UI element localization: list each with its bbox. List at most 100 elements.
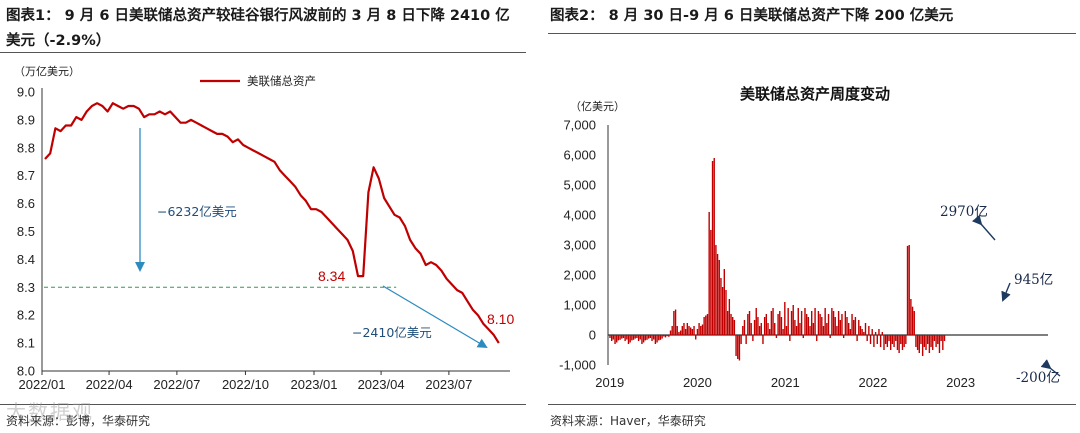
bar: [841, 314, 843, 335]
bar: [920, 335, 922, 344]
bar: [910, 299, 912, 335]
bar: [664, 335, 667, 338]
bar: [673, 311, 675, 335]
bar: [873, 335, 875, 347]
legend-label: 美联储总资产: [247, 74, 316, 88]
bar: [930, 335, 932, 347]
bar: [770, 311, 773, 335]
y-tick-label: 9.0: [17, 85, 35, 100]
bar: [629, 335, 631, 343]
y-tick-label: 5,000: [563, 178, 596, 193]
bar: [732, 317, 734, 335]
bar: [656, 335, 658, 343]
bar: [797, 308, 799, 335]
bar: [695, 335, 697, 340]
bar: [710, 230, 712, 335]
bar: [758, 326, 761, 335]
bar: [868, 326, 870, 335]
bar: [654, 335, 657, 344]
y-tick-label: 4,000: [563, 208, 596, 223]
bar: [836, 326, 838, 335]
svb-drop-arrow: [382, 285, 488, 349]
bar: [898, 335, 900, 353]
bar: [799, 323, 801, 335]
bar: [871, 329, 873, 335]
bar: [853, 320, 855, 335]
bar: [760, 323, 762, 335]
latest-label: -200亿: [1016, 370, 1060, 386]
bar: [619, 335, 621, 340]
bar: [913, 311, 915, 335]
figure1-source: 资料来源：彭博，华泰研究: [6, 414, 151, 428]
bar: [679, 330, 682, 335]
bar: [775, 335, 778, 338]
bar: [842, 335, 845, 338]
y-tick-label: 0: [589, 328, 596, 343]
bar: [896, 335, 899, 350]
bar: [790, 311, 793, 335]
bar: [768, 329, 771, 335]
bar: [691, 329, 694, 335]
bar: [851, 314, 853, 335]
bar: [849, 329, 852, 335]
bar: [839, 320, 841, 335]
bar: [859, 326, 862, 335]
y-tick-label: 8.9: [17, 112, 35, 127]
bar: [943, 335, 946, 341]
bar: [785, 326, 788, 335]
bar: [789, 335, 791, 341]
bar: [634, 335, 636, 339]
bar: [668, 335, 670, 337]
bar: [794, 320, 796, 335]
figure2-source: 资料来源：Haver，华泰研究: [550, 414, 706, 428]
bar: [688, 326, 690, 335]
bar: [622, 335, 625, 338]
peak-arrow: [971, 214, 996, 241]
bar: [721, 287, 724, 335]
bar: [888, 335, 890, 341]
bar: [787, 308, 789, 335]
bar: [661, 335, 663, 339]
x-tick-label: 2023/01: [291, 377, 338, 392]
source-rule: [548, 404, 1076, 405]
watermark-text: 大数据观: [6, 400, 94, 424]
y-tick-label: 8.7: [17, 168, 35, 183]
y-tick-label: 8.0: [17, 364, 35, 379]
y-tick-label: 2,000: [563, 268, 596, 283]
bar: [737, 335, 739, 359]
bar: [935, 335, 937, 347]
bar: [762, 335, 764, 344]
bar: [651, 335, 653, 341]
bar: [824, 308, 826, 335]
bar-chart: 美联储总资产周度变动 （亿美元） -1,000 0 1,000 2,000 3,000 4,0…: [559, 85, 1061, 390]
bar: [925, 335, 927, 350]
chart-title: 美联储总资产周度变动: [740, 85, 890, 103]
bar: [932, 335, 934, 350]
bar: [915, 335, 917, 347]
bar: [864, 323, 867, 335]
bar: [802, 335, 805, 338]
bar: [698, 323, 700, 335]
bar: [795, 326, 798, 335]
bar: [686, 323, 689, 335]
bar: [730, 314, 732, 335]
bar: [800, 311, 803, 335]
bar: [713, 158, 715, 335]
bar: [937, 335, 939, 344]
bar: [725, 290, 727, 335]
bar: [684, 329, 687, 335]
latest-value-label: 8.10: [487, 311, 514, 327]
bar: [874, 332, 877, 335]
bar: [918, 335, 920, 353]
x-tick-label: 2023/04: [358, 377, 405, 392]
bar: [774, 323, 776, 335]
y-tick-label: 8.4: [17, 252, 35, 267]
bar: [854, 317, 857, 335]
bar: [626, 335, 628, 340]
bar: [706, 314, 709, 335]
x-tick-label: 2022/10: [222, 377, 269, 392]
series-line: [44, 102, 500, 344]
bar: [700, 326, 702, 335]
bar: [886, 335, 889, 347]
bar: [752, 335, 754, 341]
